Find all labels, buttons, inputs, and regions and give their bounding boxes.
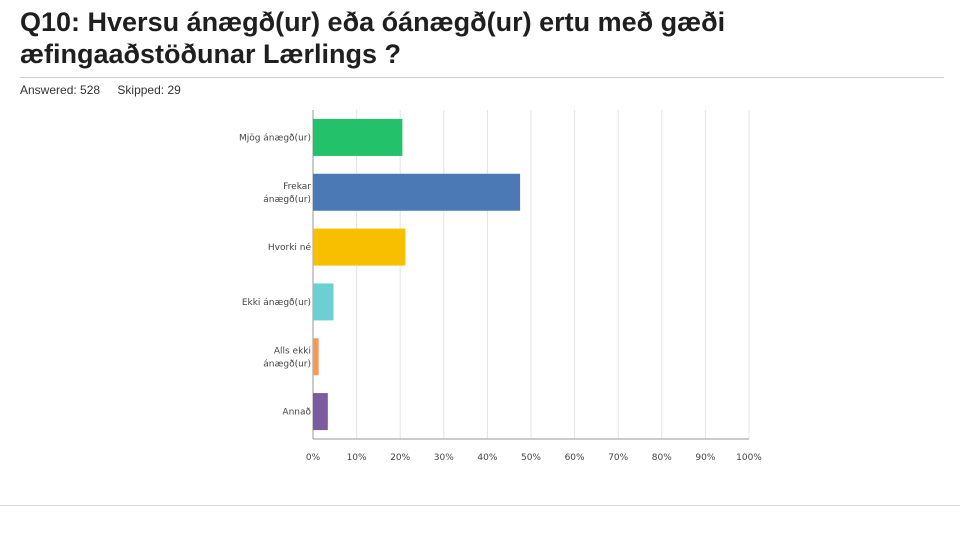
x-tick-label: 70%: [608, 453, 628, 463]
category-label: Mjög ánægð(ur): [239, 133, 311, 143]
category-label: ánægð(ur): [263, 359, 311, 369]
footer-divider: [0, 505, 960, 506]
x-tick-label: 30%: [434, 453, 454, 463]
category-labels: Mjög ánægð(ur) Frekar ánægð(ur) Hvorki né Ek…: [239, 133, 312, 417]
x-axis-ticks: 0% 10% 20% 30% 40% 50% 60% 70% 80% 90% 100%: [306, 453, 762, 463]
bar: [313, 228, 406, 266]
bar: [313, 118, 403, 156]
category-label: ánægð(ur): [263, 195, 311, 205]
title-divider: [20, 77, 944, 78]
bar-chart: Mjög ánægð(ur) Frekar ánægð(ur) Hvorki né Ek…: [239, 110, 762, 463]
x-tick-label: 50%: [521, 453, 541, 463]
x-tick-label: 10%: [347, 453, 367, 463]
bar: [313, 338, 319, 376]
category-label: Ekki ánægð(ur): [242, 298, 311, 308]
x-tick-label: 80%: [652, 453, 672, 463]
bar: [313, 283, 334, 321]
x-tick-label: 40%: [477, 453, 497, 463]
x-tick-label: 0%: [306, 453, 321, 463]
x-tick-label: 100%: [736, 453, 762, 463]
category-label: Alls ekki: [274, 346, 311, 356]
bar: [313, 393, 328, 431]
x-tick-label: 60%: [565, 453, 585, 463]
category-label: Frekar: [283, 182, 311, 192]
category-label: Hvorki né: [268, 242, 312, 253]
chart-bars: [313, 118, 521, 431]
skipped-count: Skipped: 29: [117, 83, 181, 97]
chart-grid: [312, 110, 750, 440]
x-tick-label: 90%: [695, 453, 715, 463]
response-stats: Answered: 528 Skipped: 29: [20, 83, 195, 97]
question-title: Q10: Hversu ánægð(ur) eða óánægð(ur) ert…: [20, 7, 726, 69]
category-label: Annað: [282, 408, 311, 418]
bar: [313, 173, 521, 211]
answered-count: Answered: 528: [20, 83, 101, 97]
x-tick-label: 20%: [390, 453, 410, 463]
